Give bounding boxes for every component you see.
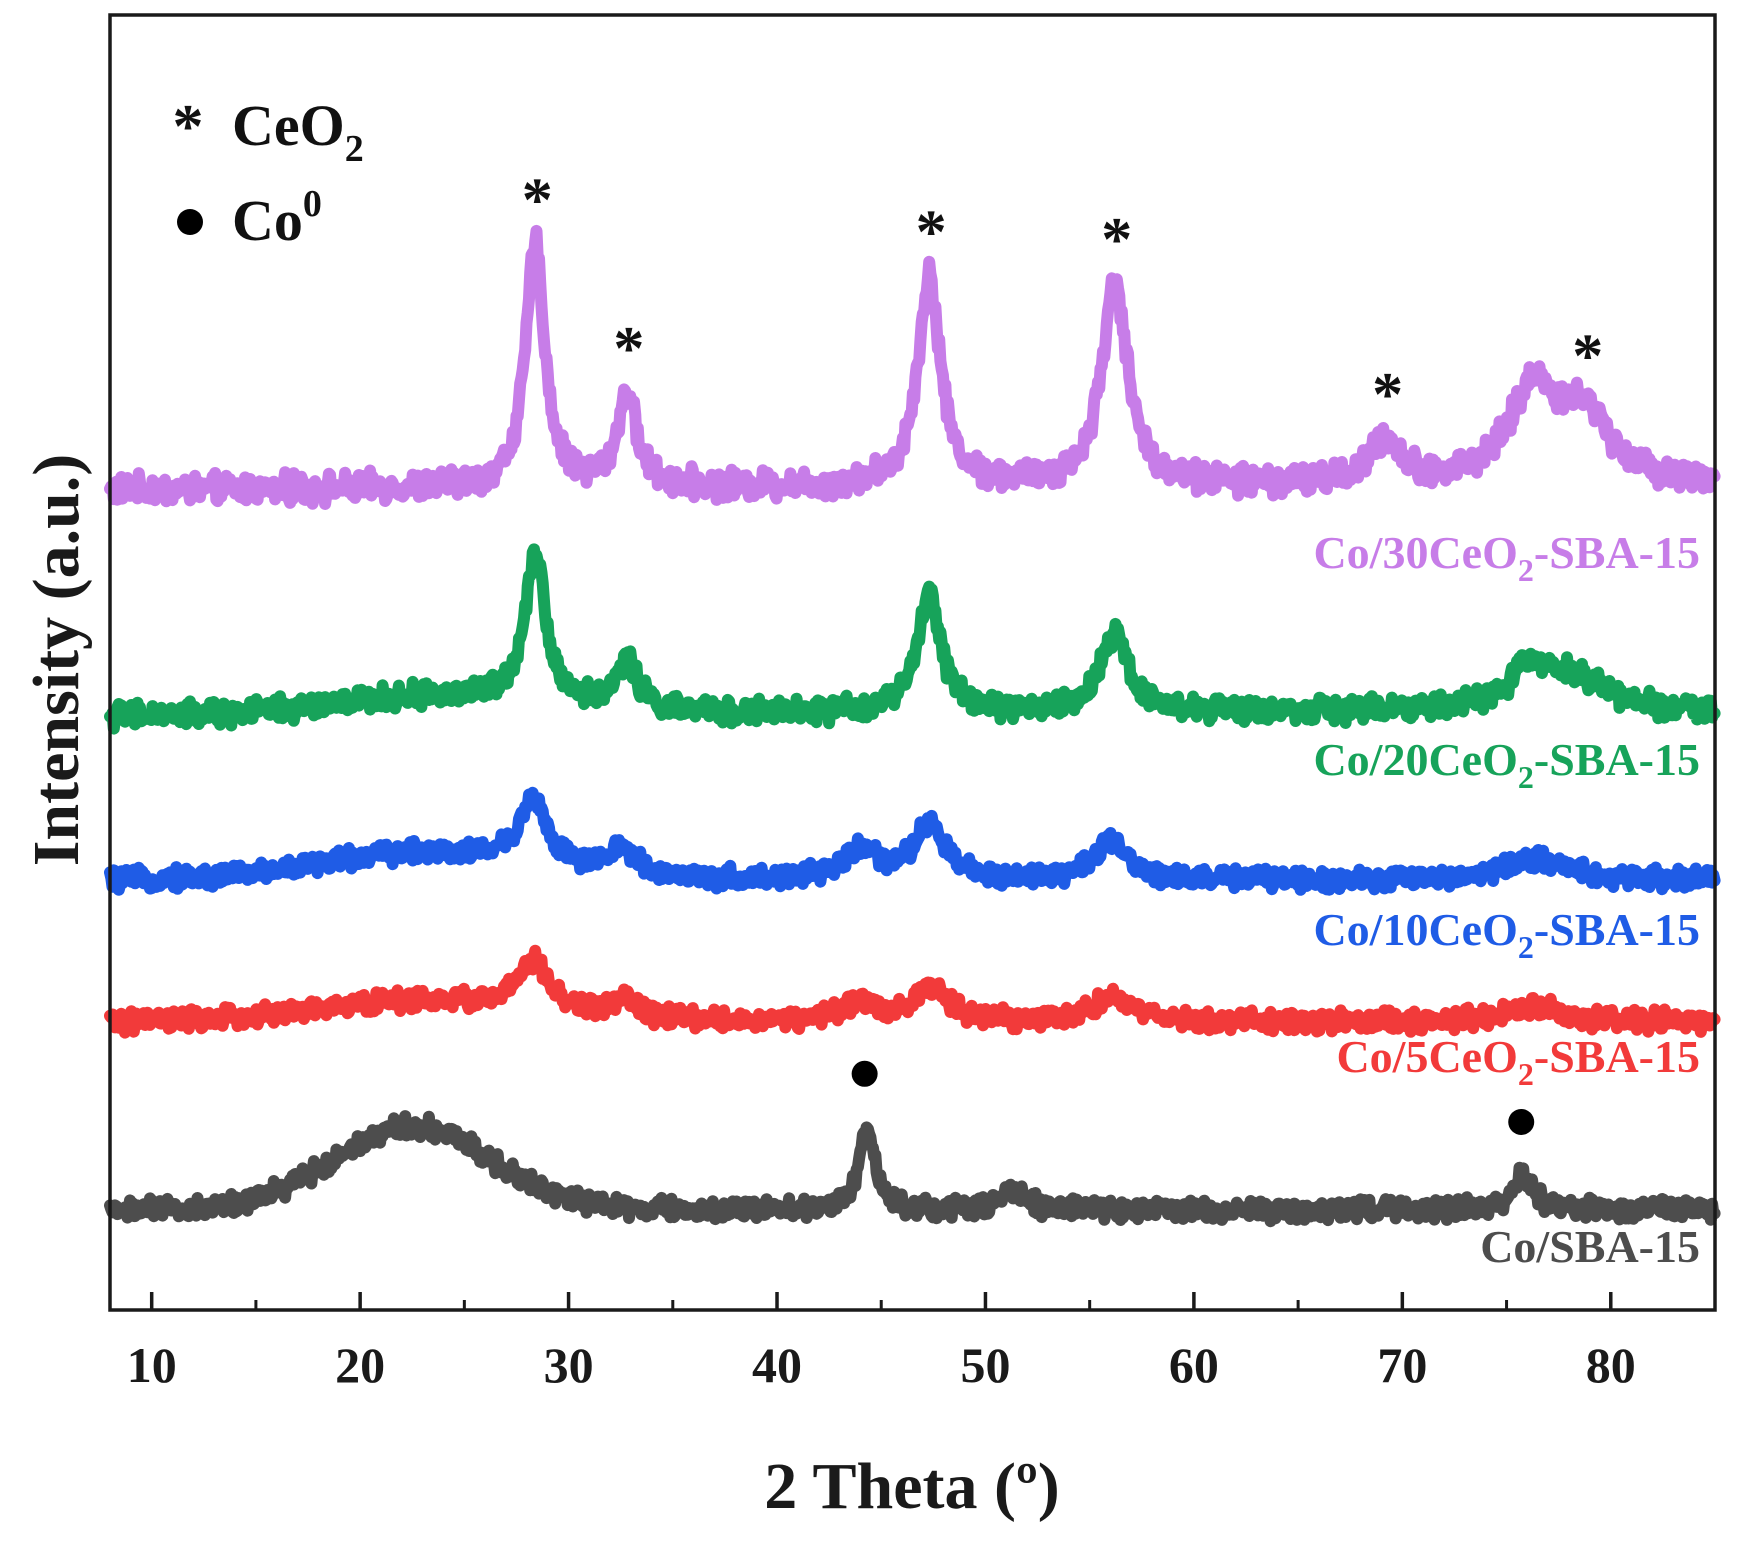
ceo2-marker-3: * [1101,206,1132,274]
series-line-co-20ceo2-sba-15 [104,543,1721,735]
legend-item-text: Co [232,188,303,253]
legend-item-text: CeO [232,93,345,158]
x-tick-label: 70 [1377,1337,1427,1393]
x-tick-label: 80 [1586,1337,1636,1393]
legend-item-superscript: 0 [303,183,322,225]
series-label-tail: -SBA-15 [1534,904,1700,955]
series-label-subscript: 2 [1518,1056,1534,1092]
series-label-subscript: 2 [1518,759,1534,795]
filled-circle-icon [177,209,203,235]
series-line-co-10ceo2-sba-15 [104,786,1721,896]
legend: * CeO2 Co0 [173,93,364,253]
x-tick-label: 60 [1169,1337,1219,1393]
series-label-co-sba-15: Co/SBA-15 [1480,1221,1700,1272]
x-tick-label: 20 [335,1337,385,1393]
series-label-subscript: 2 [1518,552,1534,588]
x-tick-label: 30 [544,1337,594,1393]
series-label-main: Co/20CeO [1313,734,1517,785]
series-label-tail: -SBA-15 [1534,1031,1700,1082]
legend-item-1: Co0 [232,183,322,253]
co0-marker-6 [851,1060,878,1087]
series-label-co-30ceo2-sba-15: Co/30CeO2-SBA-15 [1313,527,1700,588]
asterisk-icon: * [173,93,204,161]
series-label-co-5ceo2-sba-15: Co/5CeO2-SBA-15 [1336,1031,1700,1092]
x-tick-label: 40 [752,1337,802,1393]
x-axis-title: 2 Theta (º) [764,1450,1060,1523]
series-line-co-sba-15 [104,1110,1721,1228]
x-tick-label: 10 [127,1337,177,1393]
series-line-co-30ceo2-sba-15 [104,224,1721,510]
ceo2-marker-0: * [522,167,553,235]
ceo2-marker-4: * [1372,361,1403,429]
ceo2-marker-5: * [1572,322,1603,390]
annotation-layer: * * * * * * [522,167,1603,1135]
series-label-tail: -SBA-15 [1534,734,1700,785]
y-axis-title: Intensity (a.u.) [20,454,93,867]
ceo2-marker-1: * [613,315,644,383]
legend-item-subscript: 2 [345,128,364,170]
series-label-main: Co/SBA-15 [1480,1221,1700,1272]
series-label-tail: -SBA-15 [1534,527,1700,578]
series-label-main: Co/5CeO [1336,1031,1517,1082]
series-label-main: Co/30CeO [1313,527,1517,578]
series-labels: Co/30CeO2-SBA-15Co/20CeO2-SBA-15Co/10CeO… [1313,527,1700,1272]
series-label-co-20ceo2-sba-15: Co/20CeO2-SBA-15 [1313,734,1700,795]
x-tick-label: 50 [960,1337,1010,1393]
series-label-subscript: 2 [1518,929,1534,965]
series-label-co-10ceo2-sba-15: Co/10CeO2-SBA-15 [1313,904,1700,965]
plot-frame [108,13,1717,1312]
x-axis: 10 20 30 40 50 60 70 80 [127,1292,1636,1393]
series-line-co-5ceo2-sba-15 [104,944,1721,1039]
ceo2-marker-2: * [916,199,947,267]
co0-marker-7 [1508,1108,1535,1135]
legend-item-0: CeO2 [232,93,364,170]
series-label-main: Co/10CeO [1313,904,1517,955]
series-layer [104,224,1721,1228]
